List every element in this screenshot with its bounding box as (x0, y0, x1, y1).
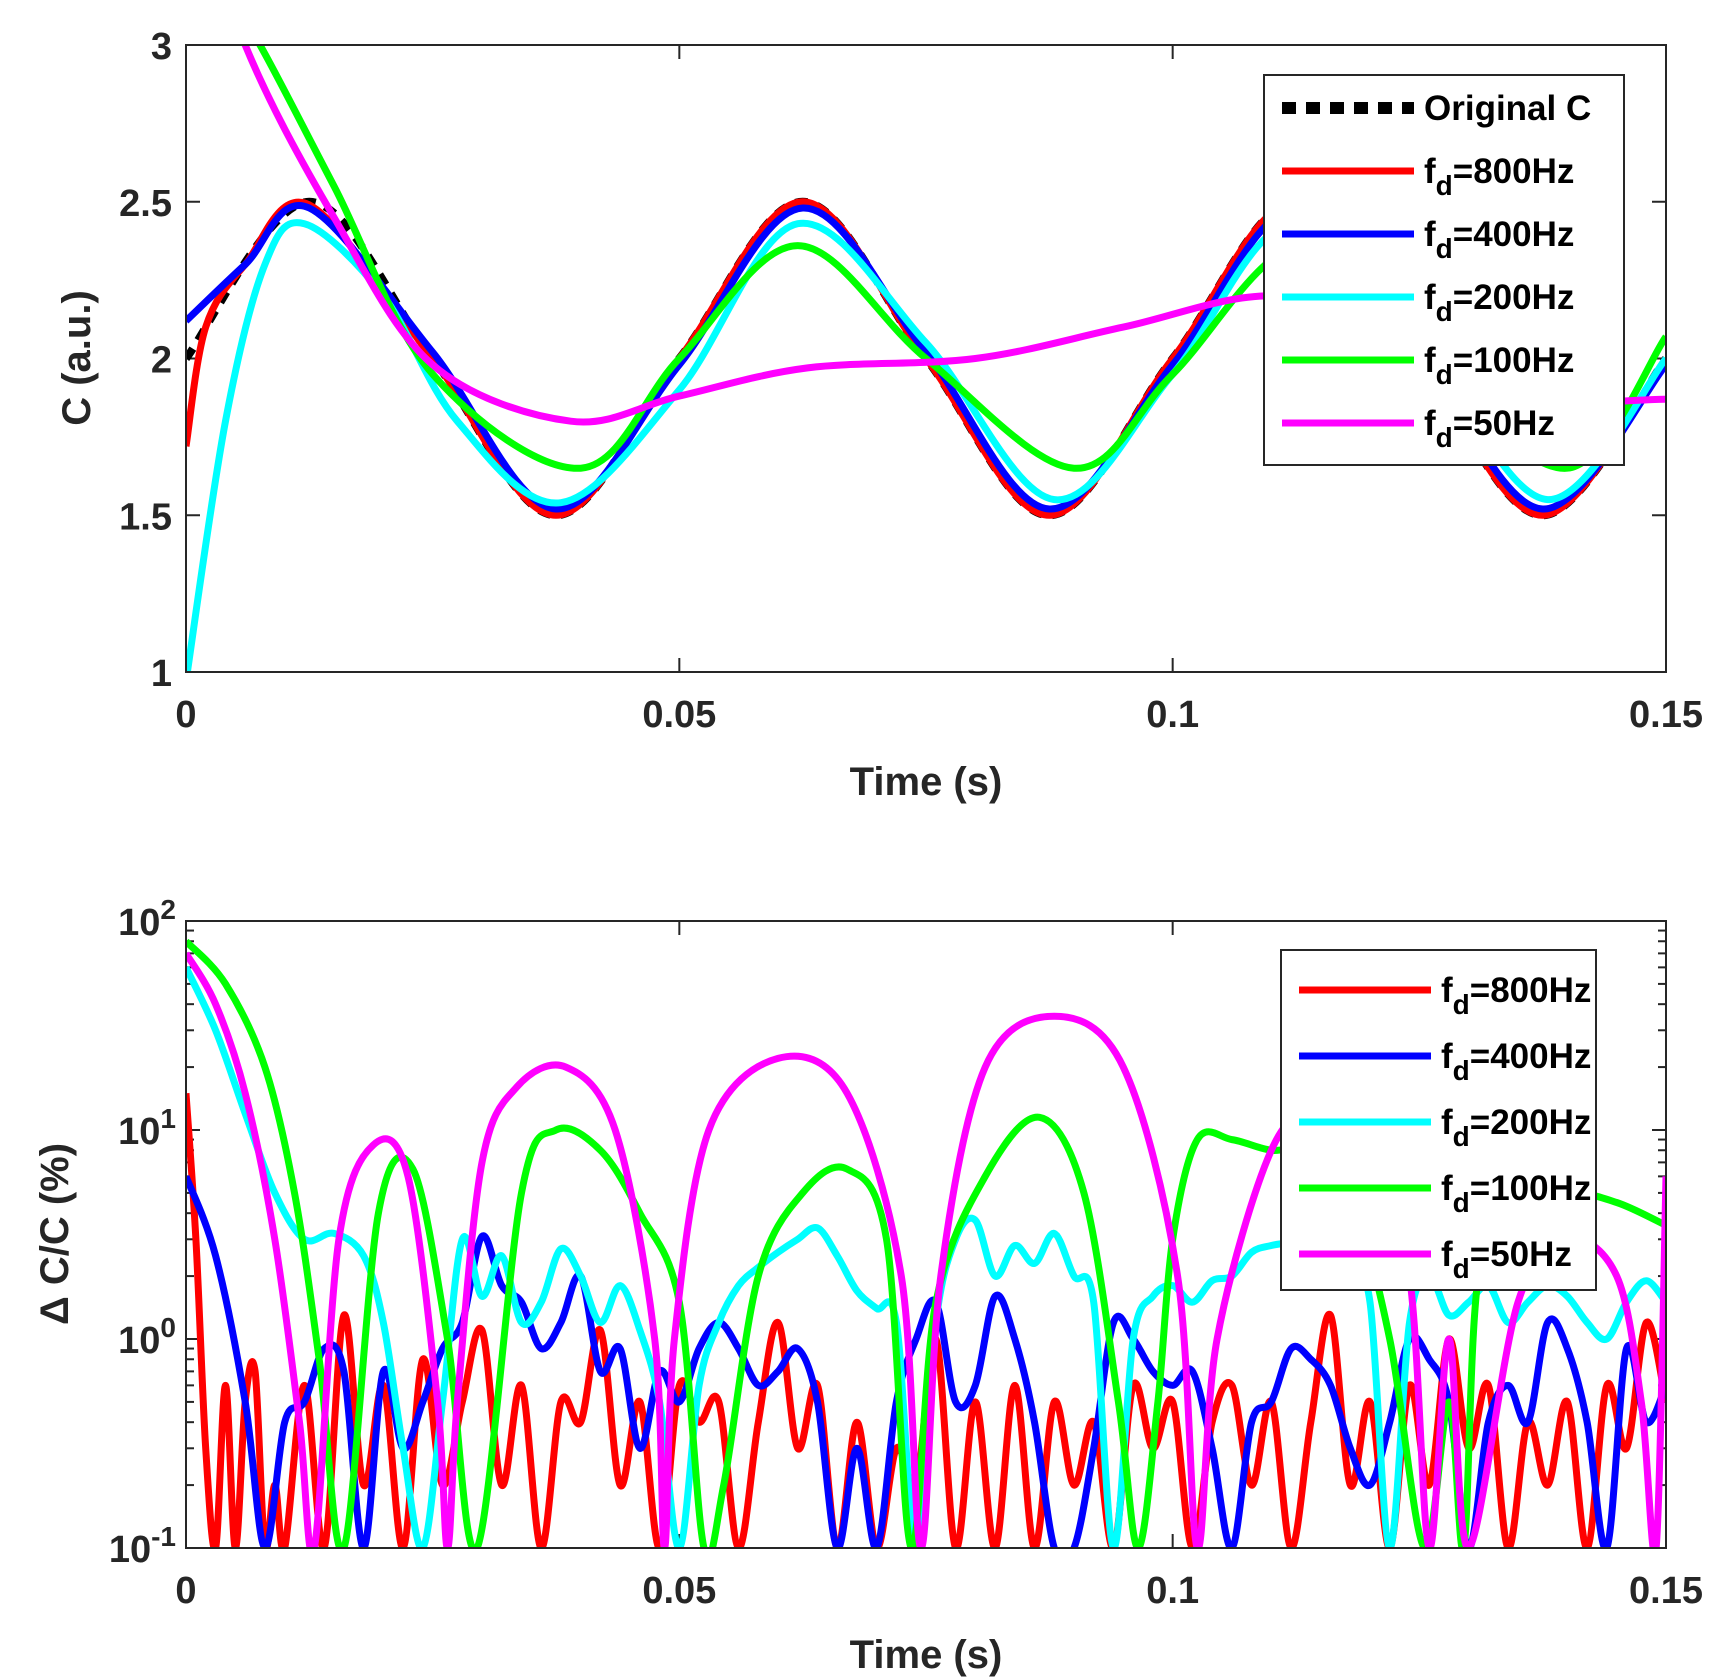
top-legend-label-fd-100hz: fd=100Hz (1424, 341, 1574, 390)
bot-x-tick-label: 0.1 (1146, 1570, 1199, 1612)
top-legend-label-sub: d (1436, 359, 1453, 390)
top-y-tick-label: 1.5 (119, 496, 172, 538)
top-x-tick-label: 0.1 (1146, 694, 1199, 736)
bot-y-tick-label: 101 (118, 1103, 176, 1153)
bot-series-fd-100hz (186, 938, 1666, 1548)
bot-legend-label-rest: =400Hz (1470, 1037, 1592, 1076)
bottom-axes-box (185, 920, 1667, 1549)
top-legend-label-fd-400hz: fd=400Hz (1424, 215, 1574, 264)
top-y-tick-label: 3 (151, 26, 172, 68)
top-legend-label-sub: d (1436, 422, 1453, 453)
top-legend-label-fd-50hz: fd=50Hz (1424, 404, 1555, 453)
bot-series-fd-50hz (186, 951, 1666, 1548)
top-legend-label-base: Original C (1424, 89, 1591, 128)
top-y-tick-label: 2 (151, 340, 172, 382)
bot-legend-label-rest: =800Hz (1470, 971, 1592, 1010)
bot-legend-label-fd-100hz: fd=100Hz (1441, 1169, 1591, 1218)
bot-y-tick-exp: -1 (151, 1521, 176, 1552)
top-legend-label-base: f (1424, 215, 1436, 254)
bot-legend-label-base: f (1441, 1037, 1453, 1076)
top-legend-label-sub: d (1436, 170, 1453, 201)
bot-legend-label-sub: d (1453, 1187, 1470, 1218)
bot-y-tick-label: 102 (118, 894, 176, 944)
bot-y-tick-label: 10-1 (109, 1521, 176, 1571)
bot-legend-label-base: f (1441, 1235, 1453, 1274)
bot-legend-label-sub: d (1453, 989, 1470, 1020)
bot-legend-label-sub: d (1453, 1121, 1470, 1152)
top-legend-label-fd-200hz: fd=200Hz (1424, 278, 1574, 327)
top-y-tick-label: 1 (151, 653, 172, 695)
bot-legend-label-sub: d (1453, 1253, 1470, 1284)
bot-legend-label-fd-200hz: fd=200Hz (1441, 1103, 1591, 1152)
bot-y-tick-base: 10 (109, 1529, 151, 1571)
bot-y-tick-exp: 2 (160, 894, 176, 925)
top-legend-label-sub: d (1436, 233, 1453, 264)
top-legend-label-base: f (1424, 152, 1436, 191)
top-legend-box (1263, 74, 1625, 466)
bot-y-tick-exp: 1 (160, 1103, 176, 1134)
top-legend-label-rest: =400Hz (1453, 215, 1575, 254)
top-legend-label-rest: =100Hz (1453, 341, 1575, 380)
top-x-axis-label: Time (s) (850, 760, 1003, 804)
bot-legend-label-base: f (1441, 971, 1453, 1010)
top-legend-label-base: f (1424, 404, 1436, 443)
top-legend-label-base: f (1424, 341, 1436, 380)
bot-legend-label-rest: =200Hz (1470, 1103, 1592, 1142)
top-legend-label-sub: d (1436, 296, 1453, 327)
top-legend-label-fd-800hz: fd=800Hz (1424, 152, 1574, 201)
bot-legend-label-fd-400hz: fd=400Hz (1441, 1037, 1591, 1086)
top-legend-label-original-c: Original C (1424, 89, 1591, 128)
bot-y-tick-base: 10 (118, 1111, 160, 1153)
top-axes-box (185, 44, 1667, 673)
bot-y-tick-base: 10 (118, 1320, 160, 1362)
top-y-axis-label: C (a.u.) (55, 290, 99, 426)
bot-x-tick-label: 0.05 (642, 1570, 716, 1612)
top-legend-label-rest: =200Hz (1453, 278, 1575, 317)
bot-legend-label-fd-800hz: fd=800Hz (1441, 971, 1591, 1020)
bottom-y-axis-label: Δ C/C (%) (33, 1143, 77, 1325)
bot-legend-label-sub: d (1453, 1055, 1470, 1086)
bot-legend-label-fd-50hz: fd=50Hz (1441, 1235, 1572, 1284)
bot-y-tick-label: 100 (118, 1312, 176, 1362)
bot-legend-label-rest: =50Hz (1470, 1235, 1572, 1274)
bot-legend-label-rest: =100Hz (1470, 1169, 1592, 1208)
top-legend-label-rest: =50Hz (1453, 404, 1555, 443)
bottom-x-axis-label: Time (s) (850, 1633, 1003, 1677)
bot-x-tick-label: 0.15 (1629, 1570, 1703, 1612)
bot-y-tick-exp: 0 (160, 1312, 176, 1343)
top-legend-label-rest: =800Hz (1453, 152, 1575, 191)
bot-legend-label-base: f (1441, 1103, 1453, 1142)
top-y-tick-label: 2.5 (119, 183, 172, 225)
bot-x-tick-label: 0 (175, 1570, 196, 1612)
bot-y-tick-base: 10 (118, 902, 160, 944)
top-legend-label-base: f (1424, 278, 1436, 317)
top-x-tick-label: 0 (175, 694, 196, 736)
bot-legend-label-base: f (1441, 1169, 1453, 1208)
top-x-tick-label: 0.05 (642, 694, 716, 736)
top-x-tick-label: 0.15 (1629, 694, 1703, 736)
